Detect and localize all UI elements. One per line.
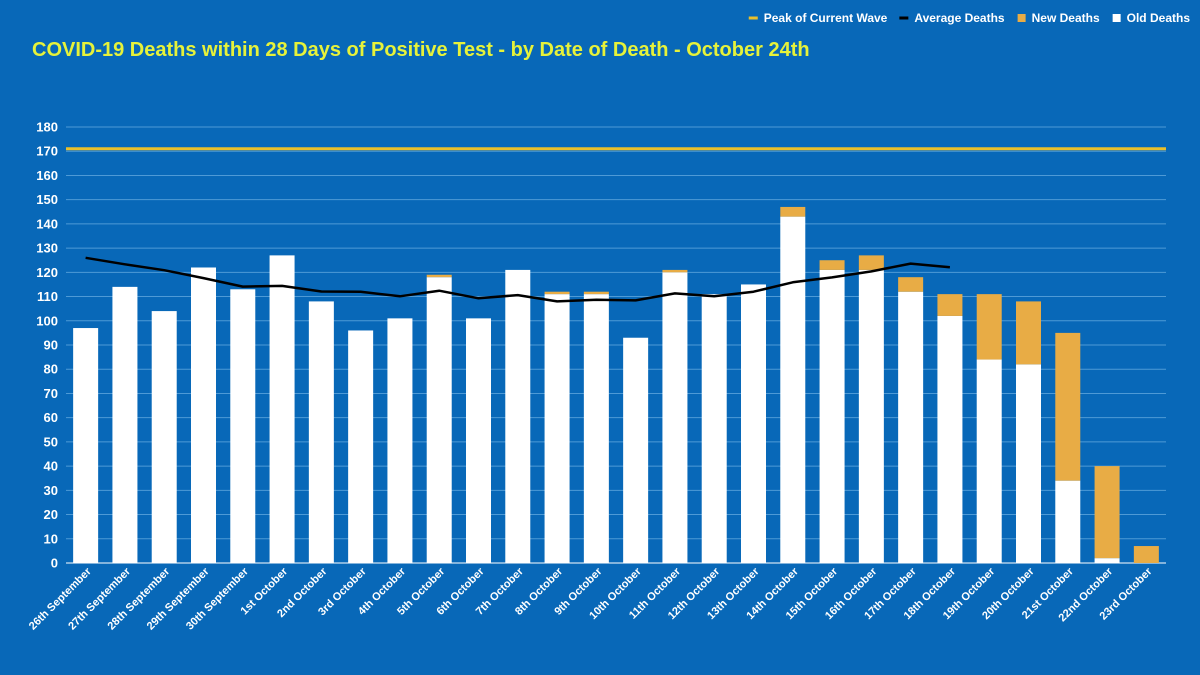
y-tick-label: 80	[44, 362, 58, 377]
y-tick-label: 140	[36, 216, 58, 231]
y-tick-label: 30	[44, 483, 58, 498]
new-deaths-bar	[780, 206, 806, 217]
y-tick-label: 90	[44, 338, 58, 353]
old-deaths-bar	[230, 289, 256, 563]
new-deaths-bar	[976, 294, 1002, 360]
old-deaths-bar	[937, 315, 963, 563]
y-tick-label: 130	[36, 241, 58, 256]
old-deaths-bar	[426, 277, 452, 563]
old-deaths-bar	[701, 294, 727, 563]
new-deaths-bar	[819, 260, 845, 270]
new-deaths-bar	[583, 291, 609, 295]
legend-swatch	[1112, 14, 1121, 22]
old-deaths-bar	[544, 294, 570, 563]
y-tick-label: 70	[44, 386, 58, 401]
y-tick-label: 180	[36, 120, 58, 135]
old-deaths-bar	[387, 318, 413, 563]
y-tick-label: 170	[36, 144, 58, 159]
old-deaths-bar	[1016, 364, 1041, 563]
old-deaths-bar	[348, 330, 374, 563]
old-deaths-bar	[662, 272, 688, 563]
old-deaths-bar	[112, 286, 138, 563]
y-axis: 0 10 20 30 40 50 60 70 80 90 100 110 120 130 140 150 160…	[36, 120, 58, 571]
bars	[73, 206, 1159, 563]
old-deaths-bar	[780, 216, 806, 563]
y-tick-label: 40	[44, 459, 58, 474]
new-deaths-bar	[898, 277, 924, 292]
y-tick-label: 150	[36, 192, 58, 207]
legend-label: Old Deaths	[1127, 11, 1191, 25]
old-deaths-bar	[1055, 480, 1081, 563]
legend: Old Deaths New Deaths Average Deaths Peak o…	[748, 11, 1191, 25]
new-deaths-bar	[937, 294, 963, 316]
y-tick-label: 60	[44, 410, 58, 425]
y-tick-label: 0	[51, 556, 58, 571]
old-deaths-bar	[191, 267, 216, 563]
old-deaths-bar	[819, 269, 845, 563]
legend-swatch	[1017, 14, 1026, 22]
average-deaths-line	[85, 256, 951, 303]
y-tick-label: 20	[44, 507, 58, 522]
new-deaths-bar	[544, 291, 570, 295]
old-deaths-bar	[623, 337, 649, 563]
y-tick-label: 10	[44, 531, 58, 546]
old-deaths-bar	[898, 291, 924, 563]
y-tick-label: 120	[36, 265, 58, 280]
old-deaths-bar	[741, 284, 766, 563]
old-deaths-bar	[269, 255, 295, 563]
new-deaths-bar	[1094, 466, 1120, 559]
y-tick-label: 110	[37, 289, 58, 304]
old-deaths-bar	[1094, 558, 1120, 563]
y-tick-label: 100	[36, 313, 58, 328]
new-deaths-bar	[662, 269, 688, 273]
y-tick-label: 50	[44, 434, 58, 449]
legend-label: New Deaths	[1032, 11, 1100, 25]
old-deaths-bar	[858, 269, 884, 563]
new-deaths-bar	[426, 274, 452, 278]
average-line-group	[85, 256, 951, 303]
legend-label: Peak of Current Wave	[764, 11, 888, 25]
old-deaths-bar	[308, 301, 334, 563]
legend-label: Average Deaths	[914, 11, 1005, 25]
new-deaths-bar	[1055, 332, 1081, 481]
old-deaths-bar	[466, 318, 491, 563]
y-tick-label: 160	[36, 168, 58, 183]
old-deaths-bar	[151, 311, 177, 563]
old-deaths-bar	[583, 294, 609, 563]
new-deaths-bar	[1016, 301, 1041, 365]
old-deaths-bar	[976, 359, 1002, 563]
old-deaths-bar	[505, 269, 531, 563]
chart-title: COVID-19 Deaths within 28 Days of Positi…	[32, 39, 810, 61]
new-deaths-bar	[858, 255, 884, 270]
new-deaths-bar	[1133, 546, 1159, 563]
old-deaths-bar	[73, 328, 99, 563]
